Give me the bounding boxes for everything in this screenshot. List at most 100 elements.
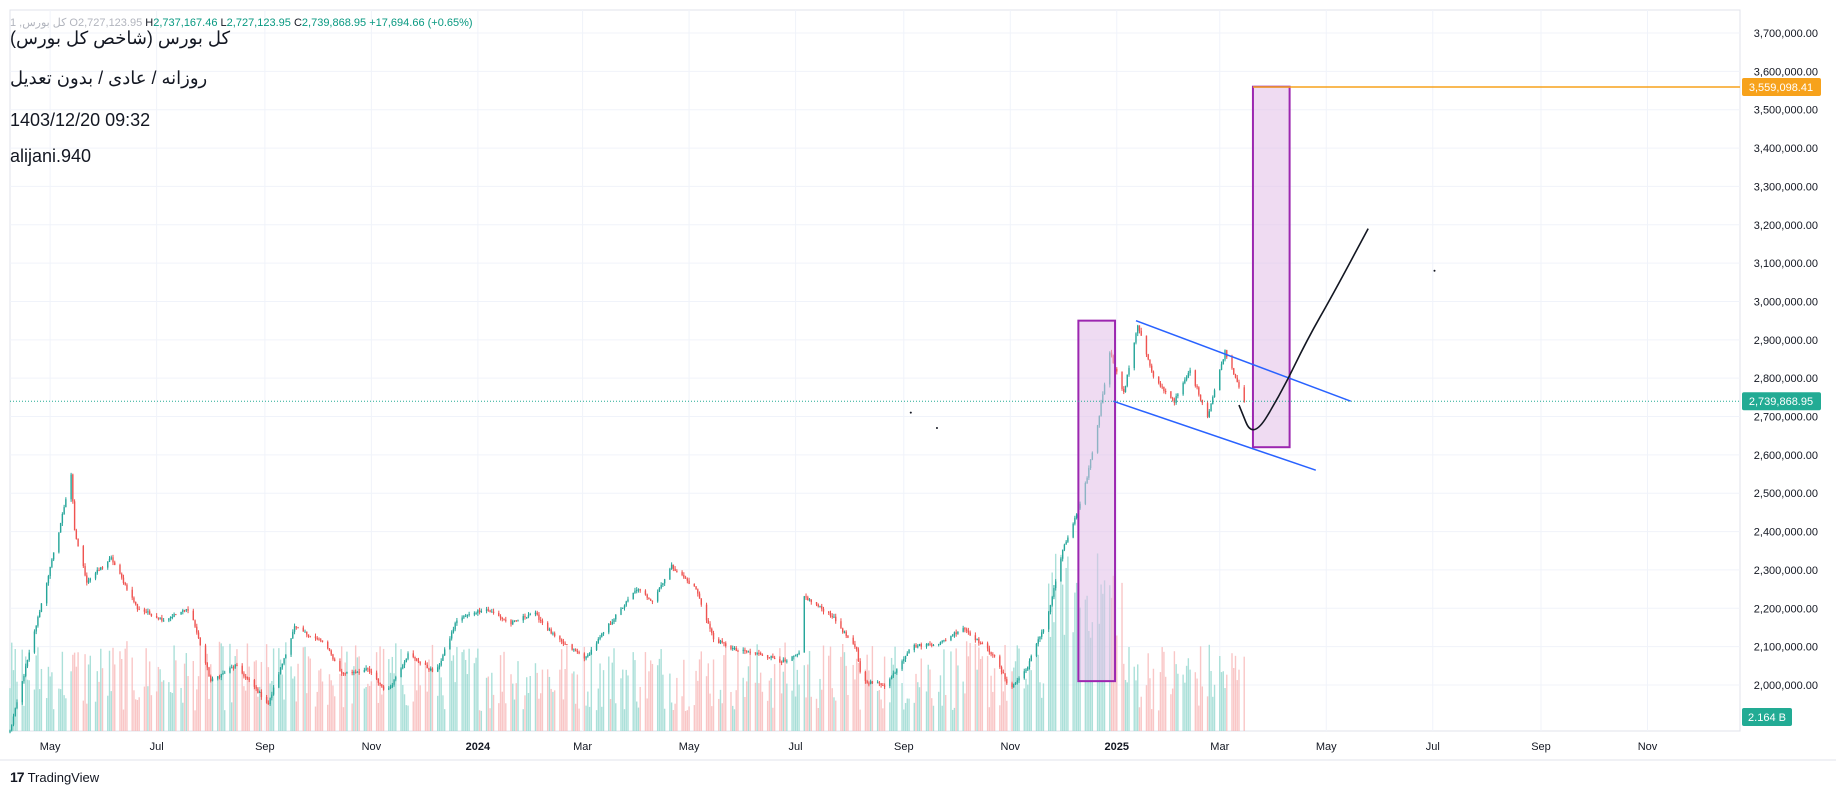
volume-bar xyxy=(1213,684,1216,731)
volume-bar xyxy=(11,642,13,731)
volume-bar xyxy=(560,649,563,731)
volume-bar xyxy=(330,680,332,731)
volume-bar xyxy=(1039,682,1041,731)
candle-body xyxy=(1126,374,1128,386)
volume-bar xyxy=(267,667,270,731)
volume-bar xyxy=(171,693,174,731)
candle-body xyxy=(1201,399,1204,404)
candle-body xyxy=(674,568,676,571)
price-tick-label: 2,900,000.00 xyxy=(1754,335,1818,347)
candle-body xyxy=(65,499,67,508)
candle-body xyxy=(449,638,451,650)
volume-bar xyxy=(796,669,799,731)
candle-body xyxy=(281,663,284,668)
volume-bar xyxy=(1075,582,1078,731)
candle-body xyxy=(943,639,945,641)
volume-bar xyxy=(454,682,456,731)
volume-bar xyxy=(419,685,421,731)
candle-body xyxy=(1213,390,1216,398)
volume-bar xyxy=(712,659,715,731)
volume-bar xyxy=(938,691,940,731)
candle-body xyxy=(622,607,624,609)
candle-body xyxy=(1133,342,1135,369)
volume-bar xyxy=(969,643,971,731)
volume-bar xyxy=(1013,667,1015,731)
candle-body xyxy=(639,589,641,591)
candle-body xyxy=(976,638,978,641)
candle-body xyxy=(293,626,296,632)
volume-bar xyxy=(625,669,627,731)
volume-bar xyxy=(843,652,846,731)
candle-body xyxy=(964,628,966,630)
volume-bar xyxy=(1199,646,1202,731)
candle-body xyxy=(340,671,343,673)
time-tick-label: Jul xyxy=(150,741,164,753)
volume-bar xyxy=(822,645,825,731)
volume-bar xyxy=(915,673,917,731)
volume-bar xyxy=(965,641,968,731)
candle-body xyxy=(218,676,221,678)
candle-body xyxy=(1137,325,1139,334)
candle-body xyxy=(634,590,636,593)
volume-bar xyxy=(367,683,369,731)
time-tick-label: May xyxy=(679,741,700,753)
candle-body xyxy=(89,578,92,581)
candle-body xyxy=(534,612,537,615)
candle-body xyxy=(426,664,428,669)
tradingview-brand[interactable]: 17 TradingView xyxy=(10,769,99,785)
volume-bar xyxy=(613,648,615,731)
candle-body xyxy=(412,653,414,658)
price-tick-label: 2,300,000.00 xyxy=(1754,565,1818,577)
volume-bar xyxy=(829,646,832,731)
time-tick-label: 2024 xyxy=(466,741,491,753)
candle-body xyxy=(388,688,390,690)
candle-body xyxy=(244,676,247,678)
volume-bar xyxy=(880,699,882,731)
candle-body xyxy=(393,679,395,685)
volume-bar xyxy=(122,709,125,731)
volume-bar xyxy=(192,660,194,731)
candle-body xyxy=(1060,558,1062,582)
volume-bar xyxy=(1150,709,1153,731)
volume-bar xyxy=(636,701,638,731)
candle-body xyxy=(285,654,287,659)
volume-bar xyxy=(587,691,589,731)
candle-body xyxy=(917,645,919,648)
candle-body xyxy=(302,627,304,632)
high-label: H xyxy=(145,17,154,29)
candle-body xyxy=(33,631,36,653)
volume-bar xyxy=(1234,655,1237,731)
candle-body xyxy=(204,645,207,663)
symbol-label[interactable]: کل بورس, 1 xyxy=(10,17,67,29)
volume-bar xyxy=(810,696,812,731)
volume-bar xyxy=(807,664,809,731)
candle-body xyxy=(553,633,556,637)
volume-bar xyxy=(133,690,135,731)
candle-body xyxy=(1140,330,1142,336)
candle-body xyxy=(889,679,891,687)
volume-bar xyxy=(786,683,788,731)
candle-body xyxy=(712,633,715,640)
volume-bar xyxy=(918,687,921,731)
volume-bar xyxy=(711,706,713,731)
candle-body xyxy=(295,626,297,628)
candle-body xyxy=(962,628,964,632)
candle-body xyxy=(87,580,90,583)
candle-body xyxy=(456,620,458,624)
candle-body xyxy=(1075,514,1078,518)
volume-bar xyxy=(38,689,41,731)
candle-body xyxy=(931,644,933,646)
candle-body xyxy=(424,662,427,665)
candle-body xyxy=(669,568,671,580)
volume-bar xyxy=(328,674,331,731)
volume-bar xyxy=(220,643,222,731)
volume-bar xyxy=(529,675,531,731)
volume-bar xyxy=(548,676,551,731)
candle-body xyxy=(480,610,483,613)
candle-body xyxy=(957,631,959,634)
candle-body xyxy=(969,632,971,636)
volume-bar xyxy=(87,664,90,731)
volume-bar xyxy=(1224,688,1226,731)
volume-bar xyxy=(281,674,284,731)
